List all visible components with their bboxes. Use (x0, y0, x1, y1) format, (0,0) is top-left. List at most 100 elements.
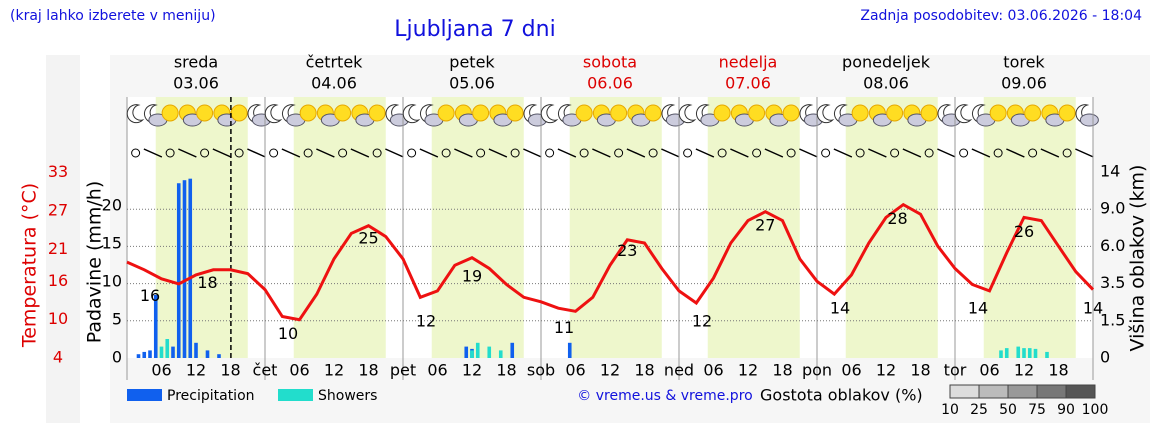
sun-icon (196, 104, 214, 122)
wind-barb (247, 148, 266, 158)
x-day-label: pon (802, 361, 832, 380)
day-name: ponedeljek (842, 53, 931, 72)
precip-bar (510, 342, 515, 358)
precip-bar (999, 350, 1003, 358)
y-tick-label: 4 (53, 348, 63, 367)
temperature-label: 19 (462, 267, 482, 286)
x-tick-label: 06 (289, 361, 309, 380)
updated: Zadnja posodobitev: 03.06.2026 - 18:04 (860, 8, 1142, 24)
moon-icon (540, 104, 559, 124)
moon-icon (954, 104, 973, 124)
wind-barb (316, 148, 335, 158)
wind-calm (303, 148, 313, 158)
cloud-legend-title: Gostota oblakov (%) (760, 386, 923, 405)
cloud-legend-box (978, 384, 1009, 399)
sun-icon (748, 104, 766, 122)
temp-axis-label: Temperatura (°C) (19, 183, 41, 348)
x-tick-label: 18 (772, 361, 792, 380)
wind-calm (993, 148, 1003, 158)
x-tick-label: 18 (1048, 361, 1068, 380)
precip-bar (136, 354, 141, 358)
cloud-icon (1079, 113, 1099, 127)
x-tick-label: 18 (910, 361, 930, 380)
temperature-label: 23 (617, 241, 637, 260)
y-tick-label: 10 (48, 309, 68, 328)
day-name: nedelja (719, 53, 778, 72)
day-date: 04.06 (311, 74, 357, 93)
temperature-label: 12 (416, 311, 436, 330)
x-tick-label: 12 (462, 361, 482, 380)
wind-barb (868, 148, 887, 158)
cloud-legend-label: 90 (1057, 402, 1075, 418)
precip-bar (1022, 348, 1026, 358)
precip-bar (205, 350, 210, 358)
temperature-label: 14 (1083, 299, 1103, 318)
precip-bar (159, 346, 164, 358)
moon-icon (402, 104, 421, 124)
wind-barb (212, 148, 232, 158)
precip-bar (171, 346, 175, 358)
wind-calm (855, 148, 865, 158)
daylight-band (845, 97, 938, 358)
temperature-label: 11 (554, 318, 574, 337)
cloud-legend-label: 25 (970, 402, 988, 418)
wind-barb (626, 148, 646, 158)
sun-icon (1058, 104, 1076, 122)
wind-barb (488, 148, 508, 158)
wind-calm (786, 148, 796, 158)
day-date: 03.06 (173, 74, 219, 93)
temperature-label: 12 (692, 311, 712, 330)
precip-bar (498, 350, 503, 358)
daylight-band (569, 97, 662, 358)
y-tick-label: 15 (102, 234, 122, 253)
precip-bar (142, 351, 147, 358)
wind-calm (959, 148, 969, 158)
daylight-band (155, 97, 248, 358)
precip-bar (176, 183, 181, 358)
x-tick-label: 12 (600, 361, 620, 380)
cloud-legend-label: 75 (1028, 402, 1046, 418)
wind-calm (407, 148, 417, 158)
sun-icon (1024, 104, 1042, 122)
wind-barb (350, 148, 370, 158)
cloud-axis-label: Višina oblakov (km) (1127, 165, 1149, 352)
temperature-label: 28 (887, 209, 907, 228)
cloud-legend-label: 100 (1082, 402, 1109, 418)
wind-barb (1040, 148, 1060, 158)
wind-barb (454, 148, 473, 158)
x-tick-label: 12 (738, 361, 758, 380)
x-tick-label: 18 (358, 361, 378, 380)
y2-tick-label: 9.0 (1100, 199, 1125, 218)
sun-icon (334, 104, 352, 122)
day-name: sreda (174, 53, 218, 72)
precip-bar (188, 178, 193, 358)
sun-icon (989, 104, 1007, 122)
cloud-legend-box (1065, 384, 1096, 399)
wind-calm (1062, 148, 1072, 158)
precip-bar (487, 346, 492, 358)
wind-barb (833, 148, 853, 158)
menu-note: (kraj lahko izberete v meniju) (10, 8, 216, 24)
x-tick-label: 18 (634, 361, 654, 380)
day-name: sobota (583, 53, 637, 72)
wind-barb (799, 148, 818, 158)
x-tick-label: 06 (565, 361, 585, 380)
x-tick-label: 12 (186, 361, 206, 380)
temperature-label: 16 (140, 286, 160, 305)
daylight-band (431, 97, 524, 358)
day-date: 05.06 (449, 74, 495, 93)
x-tick-label: 12 (876, 361, 896, 380)
x-day-label: tor (944, 361, 967, 380)
precip-bar (194, 342, 198, 358)
cloud-legend-box (949, 384, 980, 399)
wind-barb (902, 148, 922, 158)
day-date: 08.06 (863, 74, 909, 93)
precip-bar (1045, 351, 1049, 358)
wind-calm (614, 148, 624, 158)
x-tick-label: 06 (427, 361, 447, 380)
day-name: četrtek (306, 53, 364, 72)
wind-barb (557, 148, 577, 158)
temperature-label: 18 (197, 273, 217, 292)
wind-calm (648, 148, 658, 158)
